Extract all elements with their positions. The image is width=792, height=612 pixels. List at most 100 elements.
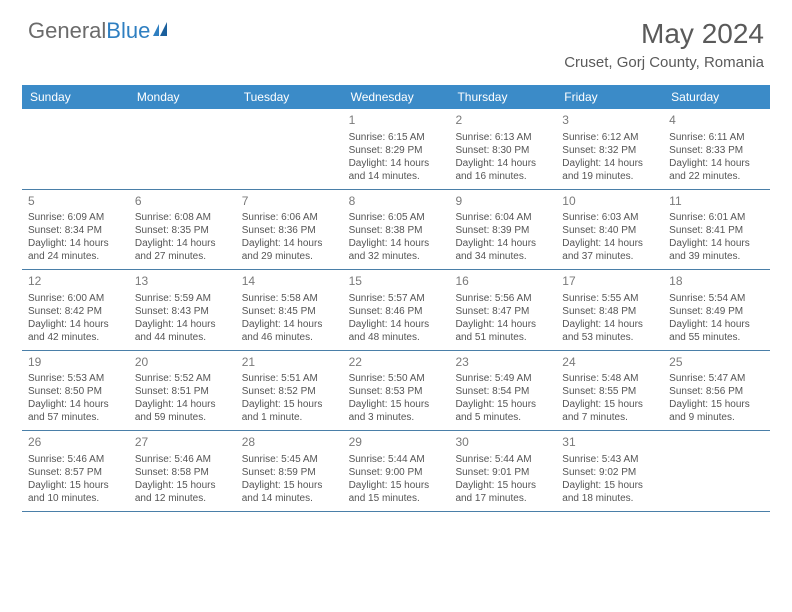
- sunset-text: Sunset: 9:00 PM: [349, 466, 444, 479]
- day-cell: 7Sunrise: 6:06 AMSunset: 8:36 PMDaylight…: [236, 190, 343, 270]
- day-number: 3: [562, 113, 657, 129]
- day-cell: .: [236, 109, 343, 189]
- day-number: 24: [562, 355, 657, 371]
- sunset-text: Sunset: 8:30 PM: [455, 144, 550, 157]
- sunset-text: Sunset: 8:36 PM: [242, 224, 337, 237]
- brand-part2: Blue: [106, 18, 150, 44]
- day-cell: 26Sunrise: 5:46 AMSunset: 8:57 PMDayligh…: [22, 431, 129, 511]
- week-row: 5Sunrise: 6:09 AMSunset: 8:34 PMDaylight…: [22, 190, 770, 271]
- day-cell: 30Sunrise: 5:44 AMSunset: 9:01 PMDayligh…: [449, 431, 556, 511]
- week-row: 19Sunrise: 5:53 AMSunset: 8:50 PMDayligh…: [22, 351, 770, 432]
- sunrise-text: Sunrise: 5:44 AM: [455, 453, 550, 466]
- sunrise-text: Sunrise: 5:58 AM: [242, 292, 337, 305]
- daylight-text: Daylight: 15 hours and 18 minutes.: [562, 479, 657, 505]
- sunrise-text: Sunrise: 5:44 AM: [349, 453, 444, 466]
- day-cell: 29Sunrise: 5:44 AMSunset: 9:00 PMDayligh…: [343, 431, 450, 511]
- daylight-text: Daylight: 14 hours and 32 minutes.: [349, 237, 444, 263]
- sunset-text: Sunset: 8:34 PM: [28, 224, 123, 237]
- sunrise-text: Sunrise: 5:57 AM: [349, 292, 444, 305]
- day-number: 19: [28, 355, 123, 371]
- sunrise-text: Sunrise: 6:01 AM: [669, 211, 764, 224]
- sunrise-text: Sunrise: 5:53 AM: [28, 372, 123, 385]
- day-cell: 24Sunrise: 5:48 AMSunset: 8:55 PMDayligh…: [556, 351, 663, 431]
- sunrise-text: Sunrise: 5:51 AM: [242, 372, 337, 385]
- sunset-text: Sunset: 8:49 PM: [669, 305, 764, 318]
- day-cell: 22Sunrise: 5:50 AMSunset: 8:53 PMDayligh…: [343, 351, 450, 431]
- sunrise-text: Sunrise: 5:59 AM: [135, 292, 230, 305]
- day-number: 14: [242, 274, 337, 290]
- sunset-text: Sunset: 8:55 PM: [562, 385, 657, 398]
- sunrise-text: Sunrise: 5:46 AM: [135, 453, 230, 466]
- day-number: 30: [455, 435, 550, 451]
- day-cell: 11Sunrise: 6:01 AMSunset: 8:41 PMDayligh…: [663, 190, 770, 270]
- daylight-text: Daylight: 15 hours and 10 minutes.: [28, 479, 123, 505]
- day-cell: 6Sunrise: 6:08 AMSunset: 8:35 PMDaylight…: [129, 190, 236, 270]
- day-number: 21: [242, 355, 337, 371]
- sunset-text: Sunset: 9:02 PM: [562, 466, 657, 479]
- daylight-text: Daylight: 14 hours and 46 minutes.: [242, 318, 337, 344]
- daylight-text: Daylight: 14 hours and 19 minutes.: [562, 157, 657, 183]
- day-cell: 31 Sunrise: 5:43 AMSunset: 9:02 PMDayligh…: [556, 431, 663, 511]
- day-cell: .: [663, 431, 770, 511]
- sunset-text: Sunset: 8:46 PM: [349, 305, 444, 318]
- calendar: SundayMondayTuesdayWednesdayThursdayFrid…: [22, 85, 770, 512]
- day-cell: 25Sunrise: 5:47 AMSunset: 8:56 PMDayligh…: [663, 351, 770, 431]
- sunrise-text: Sunrise: 5:47 AM: [669, 372, 764, 385]
- day-number: 12: [28, 274, 123, 290]
- day-number: 23: [455, 355, 550, 371]
- sunset-text: Sunset: 8:52 PM: [242, 385, 337, 398]
- brand-logo: GeneralBlue: [28, 18, 175, 44]
- sunrise-text: Sunrise: 5:43 AM: [562, 453, 657, 466]
- day-header: Tuesday: [236, 85, 343, 109]
- day-number: 2: [455, 113, 550, 129]
- sunrise-text: Sunrise: 5:56 AM: [455, 292, 550, 305]
- week-row: ...1Sunrise: 6:15 AMSunset: 8:29 PMDayli…: [22, 109, 770, 190]
- day-header: Saturday: [663, 85, 770, 109]
- sunset-text: Sunset: 8:41 PM: [669, 224, 764, 237]
- sunset-text: Sunset: 8:56 PM: [669, 385, 764, 398]
- header: GeneralBlue May 2024 Cruset, Gorj County…: [0, 0, 792, 77]
- sunset-text: Sunset: 8:50 PM: [28, 385, 123, 398]
- day-number: 16: [455, 274, 550, 290]
- daylight-text: Daylight: 14 hours and 57 minutes.: [28, 398, 123, 424]
- daylight-text: Daylight: 15 hours and 9 minutes.: [669, 398, 764, 424]
- day-cell: .: [22, 109, 129, 189]
- day-number: 11: [669, 194, 764, 210]
- day-number: 4: [669, 113, 764, 129]
- day-cell: 1Sunrise: 6:15 AMSunset: 8:29 PMDaylight…: [343, 109, 450, 189]
- flag-icon: [153, 22, 175, 38]
- day-number: 28: [242, 435, 337, 451]
- sunrise-text: Sunrise: 6:06 AM: [242, 211, 337, 224]
- sunset-text: Sunset: 8:59 PM: [242, 466, 337, 479]
- sunset-text: Sunset: 8:29 PM: [349, 144, 444, 157]
- day-cell: 15Sunrise: 5:57 AMSunset: 8:46 PMDayligh…: [343, 270, 450, 350]
- day-header: Wednesday: [343, 85, 450, 109]
- sunset-text: Sunset: 8:58 PM: [135, 466, 230, 479]
- day-number: 26: [28, 435, 123, 451]
- day-cell: 8Sunrise: 6:05 AMSunset: 8:38 PMDaylight…: [343, 190, 450, 270]
- day-number: 9: [455, 194, 550, 210]
- weeks-container: ...1Sunrise: 6:15 AMSunset: 8:29 PMDayli…: [22, 109, 770, 512]
- day-cell: 12Sunrise: 6:00 AMSunset: 8:42 PMDayligh…: [22, 270, 129, 350]
- day-cell: 13Sunrise: 5:59 AMSunset: 8:43 PMDayligh…: [129, 270, 236, 350]
- day-number: 31: [562, 435, 657, 451]
- day-number: 10: [562, 194, 657, 210]
- day-cell: 21Sunrise: 5:51 AMSunset: 8:52 PMDayligh…: [236, 351, 343, 431]
- day-cell: 4Sunrise: 6:11 AMSunset: 8:33 PMDaylight…: [663, 109, 770, 189]
- day-cell: 20Sunrise: 5:52 AMSunset: 8:51 PMDayligh…: [129, 351, 236, 431]
- daylight-text: Daylight: 14 hours and 16 minutes.: [455, 157, 550, 183]
- sunrise-text: Sunrise: 6:08 AM: [135, 211, 230, 224]
- day-cell: 5Sunrise: 6:09 AMSunset: 8:34 PMDaylight…: [22, 190, 129, 270]
- sunset-text: Sunset: 8:35 PM: [135, 224, 230, 237]
- daylight-text: Daylight: 14 hours and 44 minutes.: [135, 318, 230, 344]
- sunrise-text: Sunrise: 6:12 AM: [562, 131, 657, 144]
- sunrise-text: Sunrise: 5:45 AM: [242, 453, 337, 466]
- sunset-text: Sunset: 8:42 PM: [28, 305, 123, 318]
- sunrise-text: Sunrise: 5:52 AM: [135, 372, 230, 385]
- sunrise-text: Sunrise: 6:00 AM: [28, 292, 123, 305]
- sunrise-text: Sunrise: 6:04 AM: [455, 211, 550, 224]
- daylight-text: Daylight: 14 hours and 55 minutes.: [669, 318, 764, 344]
- day-cell: 27Sunrise: 5:46 AMSunset: 8:58 PMDayligh…: [129, 431, 236, 511]
- day-cell: 10Sunrise: 6:03 AMSunset: 8:40 PMDayligh…: [556, 190, 663, 270]
- day-header: Sunday: [22, 85, 129, 109]
